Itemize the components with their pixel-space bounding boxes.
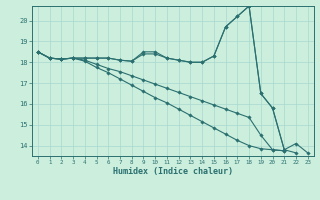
X-axis label: Humidex (Indice chaleur): Humidex (Indice chaleur) xyxy=(113,167,233,176)
